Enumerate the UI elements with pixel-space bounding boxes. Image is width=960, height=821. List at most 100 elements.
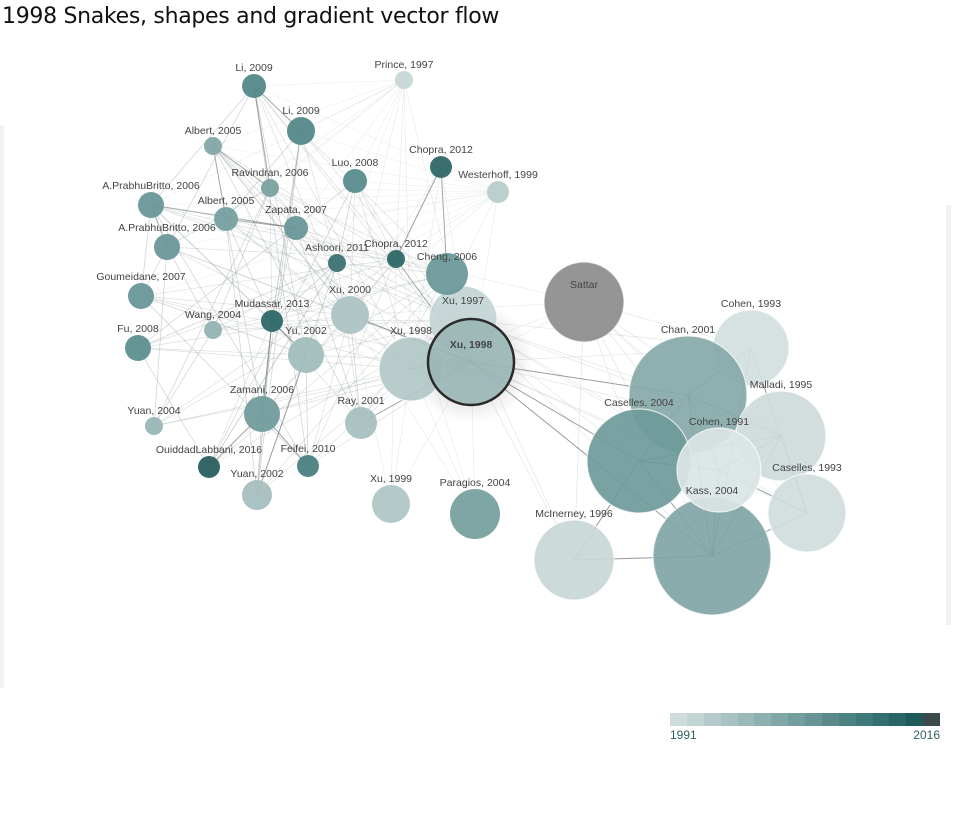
citation-edge bbox=[140, 295, 309, 467]
citation-edge bbox=[305, 354, 309, 467]
legend-color-step bbox=[670, 713, 687, 726]
citation-edge bbox=[212, 145, 499, 193]
citation-edge bbox=[137, 262, 338, 349]
plot-area-right-shade bbox=[946, 205, 951, 625]
node-label: Xu, 1999 bbox=[370, 473, 412, 485]
citation-edge bbox=[212, 145, 397, 260]
paper-node-chopra12b[interactable] bbox=[387, 250, 405, 268]
node-label: Caselles, 1993 bbox=[772, 462, 842, 474]
legend-color-step bbox=[821, 713, 839, 726]
citation-edge bbox=[153, 329, 214, 427]
paper-node-zapata[interactable] bbox=[284, 216, 308, 240]
citation-edge bbox=[140, 204, 152, 297]
citation-edge bbox=[212, 273, 448, 331]
citation-edge bbox=[212, 145, 227, 220]
node-label: Cheng, 2006 bbox=[417, 251, 477, 263]
citation-edge bbox=[140, 295, 307, 356]
citation-edge bbox=[261, 258, 397, 415]
citation-edge bbox=[261, 130, 302, 415]
paper-node-aprab06b[interactable] bbox=[154, 234, 180, 260]
paper-node-xu2000[interactable] bbox=[331, 296, 369, 334]
paper-node-cohen1991[interactable] bbox=[676, 427, 762, 513]
citation-edge bbox=[153, 258, 397, 427]
node-label: Cohen, 1991 bbox=[689, 416, 749, 428]
paper-node-paragios[interactable] bbox=[450, 489, 500, 539]
node-label: Kass, 2004 bbox=[686, 485, 739, 497]
paper-node-luo[interactable] bbox=[343, 169, 367, 193]
node-label: Yu, 2002 bbox=[285, 325, 327, 337]
paper-node-westerhoff[interactable] bbox=[487, 181, 509, 203]
paper-node-xu1999[interactable] bbox=[372, 485, 410, 523]
node-label: A.PrabhuBritto, 2006 bbox=[102, 180, 200, 192]
paper-node-aprab06a[interactable] bbox=[138, 192, 164, 218]
paper-node-cheng[interactable] bbox=[426, 253, 468, 295]
paper-node-yu2002[interactable] bbox=[288, 337, 324, 373]
citation-edge bbox=[395, 191, 499, 260]
citation-edge bbox=[225, 218, 351, 316]
citation-edge bbox=[225, 79, 405, 220]
paper-node-zamani[interactable] bbox=[244, 396, 280, 432]
paper-node-goumeidane[interactable] bbox=[128, 283, 154, 309]
paper-node-fu[interactable] bbox=[125, 335, 151, 361]
citation-edge bbox=[269, 79, 405, 189]
citation-edge bbox=[295, 191, 499, 229]
node-label: Cohen, 1993 bbox=[721, 298, 781, 310]
citation-edge bbox=[225, 218, 273, 322]
citation-edge bbox=[140, 258, 397, 297]
citation-edge bbox=[212, 262, 338, 331]
paper-node-ravindran[interactable] bbox=[261, 179, 279, 197]
paper-node-kass[interactable] bbox=[652, 496, 772, 616]
legend-color-step bbox=[788, 713, 805, 726]
paper-node-chopra12a[interactable] bbox=[430, 156, 452, 178]
paper-node-caselles93[interactable] bbox=[767, 473, 847, 553]
node-label: Chopra, 2012 bbox=[364, 238, 428, 250]
citation-edge bbox=[295, 227, 362, 424]
citation-edge bbox=[349, 166, 442, 316]
paper-node-li2009b[interactable] bbox=[287, 117, 315, 145]
citation-edge bbox=[336, 262, 362, 424]
paper-node-mudassar[interactable] bbox=[261, 310, 283, 332]
paper-node-mcinerney[interactable] bbox=[533, 519, 615, 601]
citation-edge bbox=[300, 79, 405, 132]
citation-edge bbox=[137, 347, 210, 468]
paper-node-yuan2002[interactable] bbox=[242, 480, 272, 510]
citation-edge bbox=[271, 273, 448, 322]
citation-edge bbox=[256, 354, 307, 496]
citation-edge bbox=[269, 187, 448, 275]
paper-node-ashoori[interactable] bbox=[328, 254, 346, 272]
node-label: OuiddadLabbani, 2016 bbox=[156, 444, 262, 456]
paper-node-sattar[interactable] bbox=[543, 261, 625, 343]
legend-color-step bbox=[805, 713, 822, 726]
citation-edge bbox=[300, 130, 448, 275]
paper-node-wang[interactable] bbox=[204, 321, 222, 339]
legend-color-scale bbox=[670, 713, 940, 726]
citation-edge bbox=[153, 314, 351, 427]
paper-node-yuan2004[interactable] bbox=[145, 417, 163, 435]
citation-edge bbox=[212, 145, 351, 316]
legend-color-step bbox=[923, 713, 940, 726]
paper-node-prince[interactable] bbox=[395, 71, 413, 89]
nodes-layer bbox=[125, 71, 847, 616]
legend-color-step bbox=[889, 713, 907, 726]
node-label: Feifei, 2010 bbox=[281, 443, 336, 455]
citation-edge bbox=[225, 191, 499, 220]
paper-node-feifei[interactable] bbox=[297, 455, 319, 477]
citation-edge bbox=[166, 79, 405, 248]
page-title: 1998 Snakes, shapes and gradient vector … bbox=[2, 4, 500, 29]
citation-edge bbox=[573, 301, 585, 561]
paper-node-albert05b[interactable] bbox=[214, 207, 238, 231]
paper-node-caselles04[interactable] bbox=[586, 408, 692, 514]
paper-node-albert05a[interactable] bbox=[204, 137, 222, 155]
paper-node-li2009a[interactable] bbox=[242, 74, 266, 98]
paper-node-xu1998[interactable] bbox=[426, 317, 516, 407]
node-label: Fu, 2008 bbox=[117, 323, 159, 335]
citation-edge bbox=[153, 246, 168, 427]
citation-edge bbox=[137, 347, 412, 370]
paper-node-ouiddad[interactable] bbox=[198, 456, 220, 478]
paper-node-ray[interactable] bbox=[345, 407, 377, 439]
citation-edge bbox=[208, 320, 273, 468]
node-label: A.PrabhuBritto, 2006 bbox=[118, 222, 216, 234]
node-label: Ray, 2001 bbox=[337, 395, 384, 407]
node-label: Xu, 1997 bbox=[442, 295, 484, 307]
